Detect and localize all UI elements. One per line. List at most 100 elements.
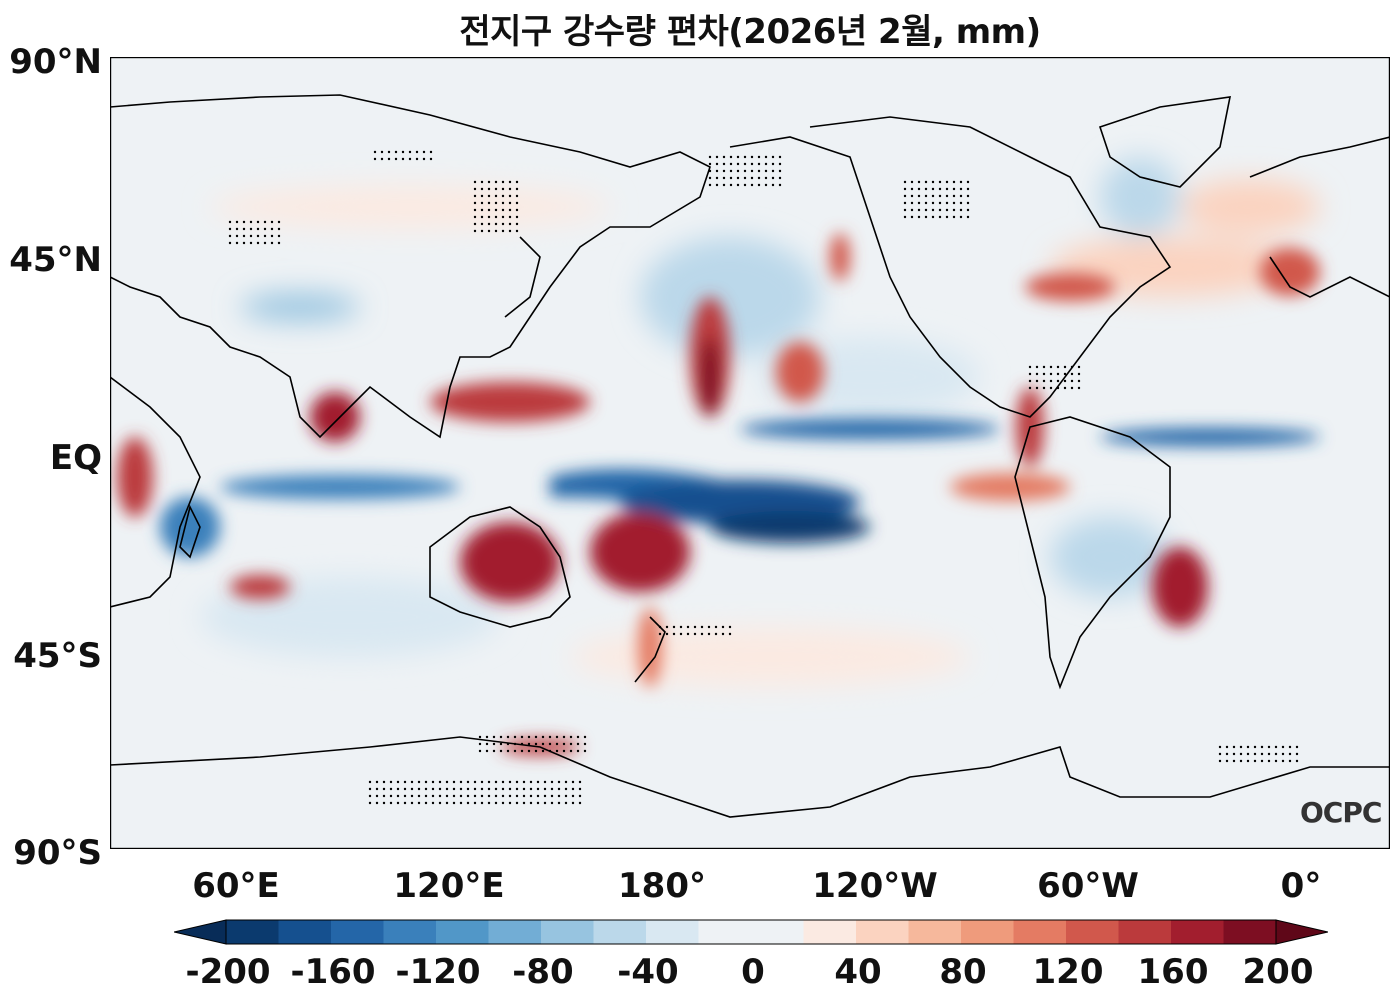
stipple-dot	[480, 201, 484, 205]
stipple-dot	[508, 215, 512, 219]
stipple-dot	[431, 780, 435, 784]
colorbar-cell	[1223, 920, 1277, 944]
stipple-dot	[658, 632, 662, 636]
stipple-dot	[543, 794, 547, 798]
stipple-dot	[959, 194, 963, 198]
stipple-dot	[256, 227, 260, 231]
stipple-dot	[1225, 745, 1229, 749]
map-frame	[110, 57, 1390, 849]
stipple-dot	[1274, 745, 1278, 749]
stipple-dot	[235, 241, 239, 245]
stipple-dot	[672, 625, 676, 629]
colorbar-cell	[436, 920, 489, 944]
lon-label-120e: 120°E	[393, 866, 505, 906]
stipple-dot	[1232, 745, 1236, 749]
stipple-dot	[527, 749, 531, 753]
stipple-dot	[757, 162, 761, 166]
coastline-africa	[110, 376, 201, 608]
stipple-dot	[541, 749, 545, 753]
stipple-dot	[771, 155, 775, 159]
stipple-dot	[389, 780, 393, 784]
stipple-dot	[375, 787, 379, 791]
stipple-dot	[1253, 752, 1257, 756]
coastline-north-america	[729, 116, 1172, 418]
colorbar-cell	[961, 920, 1014, 944]
stipple-dot	[700, 625, 704, 629]
lon-label-180: 180°	[618, 866, 706, 906]
stipple-dot	[494, 208, 498, 212]
stipple-dot	[522, 801, 526, 805]
stipple-dot	[501, 229, 505, 233]
stipple-dot	[478, 749, 482, 753]
colorbar-frame	[225, 919, 1277, 945]
stipple-dot	[487, 222, 491, 226]
stipple-dot	[1063, 372, 1067, 376]
stipple-dot	[415, 150, 419, 154]
stipple-dot	[722, 155, 726, 159]
stipple-dot	[743, 155, 747, 159]
stipple-dot	[771, 162, 775, 166]
stipple-dot	[1070, 372, 1074, 376]
colorbar-cell	[488, 920, 542, 944]
stipple-dot	[445, 801, 449, 805]
stipple-dot	[924, 201, 928, 205]
stipple-dot	[555, 742, 559, 746]
stipple-dot	[417, 780, 421, 784]
stipple-dot	[1288, 759, 1292, 763]
colorbar	[174, 919, 1328, 945]
colorbar-cell	[1013, 920, 1067, 944]
stipple-dot	[242, 234, 246, 238]
stipple-dot	[959, 215, 963, 219]
stipple-dot	[536, 787, 540, 791]
ocpc-watermark: OCPC	[1300, 796, 1382, 829]
stipple-dot	[1063, 379, 1067, 383]
stipple-dot	[501, 801, 505, 805]
stipple-dot	[576, 749, 580, 753]
stipple-dot	[408, 157, 412, 161]
stipple-dot	[557, 780, 561, 784]
stipple-dot	[277, 227, 281, 231]
stipple-dot	[256, 241, 260, 245]
stipple-dot	[445, 794, 449, 798]
stipple-dot	[1288, 752, 1292, 756]
stipple-dot	[375, 794, 379, 798]
coastline-australia	[429, 506, 571, 628]
stipple-dot	[583, 749, 587, 753]
stipple-dot	[492, 749, 496, 753]
stipple-dot	[480, 780, 484, 784]
stipple-dot	[515, 222, 519, 226]
stipple-dot	[541, 742, 545, 746]
coastlines	[110, 94, 1390, 818]
stipple-dot	[1077, 386, 1081, 390]
stipple-dot	[522, 787, 526, 791]
stipple-dot	[452, 801, 456, 805]
stipple-dot	[515, 215, 519, 219]
stipple-dot	[508, 187, 512, 191]
stipple-dot	[382, 780, 386, 784]
stipple-dot	[938, 194, 942, 198]
stipple-dot	[778, 176, 782, 180]
stipple-dot	[714, 632, 718, 636]
colorbar-label-80: 80	[939, 952, 987, 992]
stipple-dot	[520, 735, 524, 739]
stipple-dot	[445, 787, 449, 791]
stipple-dot	[473, 180, 477, 184]
stipple-dot	[410, 801, 414, 805]
stipple-dot	[487, 801, 491, 805]
stipple-dot	[431, 801, 435, 805]
stipple-dot	[494, 180, 498, 184]
stipple-dot	[485, 749, 489, 753]
stipple-dot	[501, 215, 505, 219]
stipple-dot	[382, 787, 386, 791]
stipple-dot	[487, 187, 491, 191]
stipple-dot	[728, 625, 732, 629]
stipple-dot	[743, 183, 747, 187]
stipple-dot	[508, 180, 512, 184]
stipple-dot	[515, 194, 519, 198]
stipple-dot	[508, 222, 512, 226]
stipple-dot	[520, 742, 524, 746]
stipple-dot	[494, 222, 498, 226]
coastline-new-zealand	[634, 616, 666, 683]
colorbar-cell	[383, 920, 437, 944]
stipple-dot	[945, 194, 949, 198]
